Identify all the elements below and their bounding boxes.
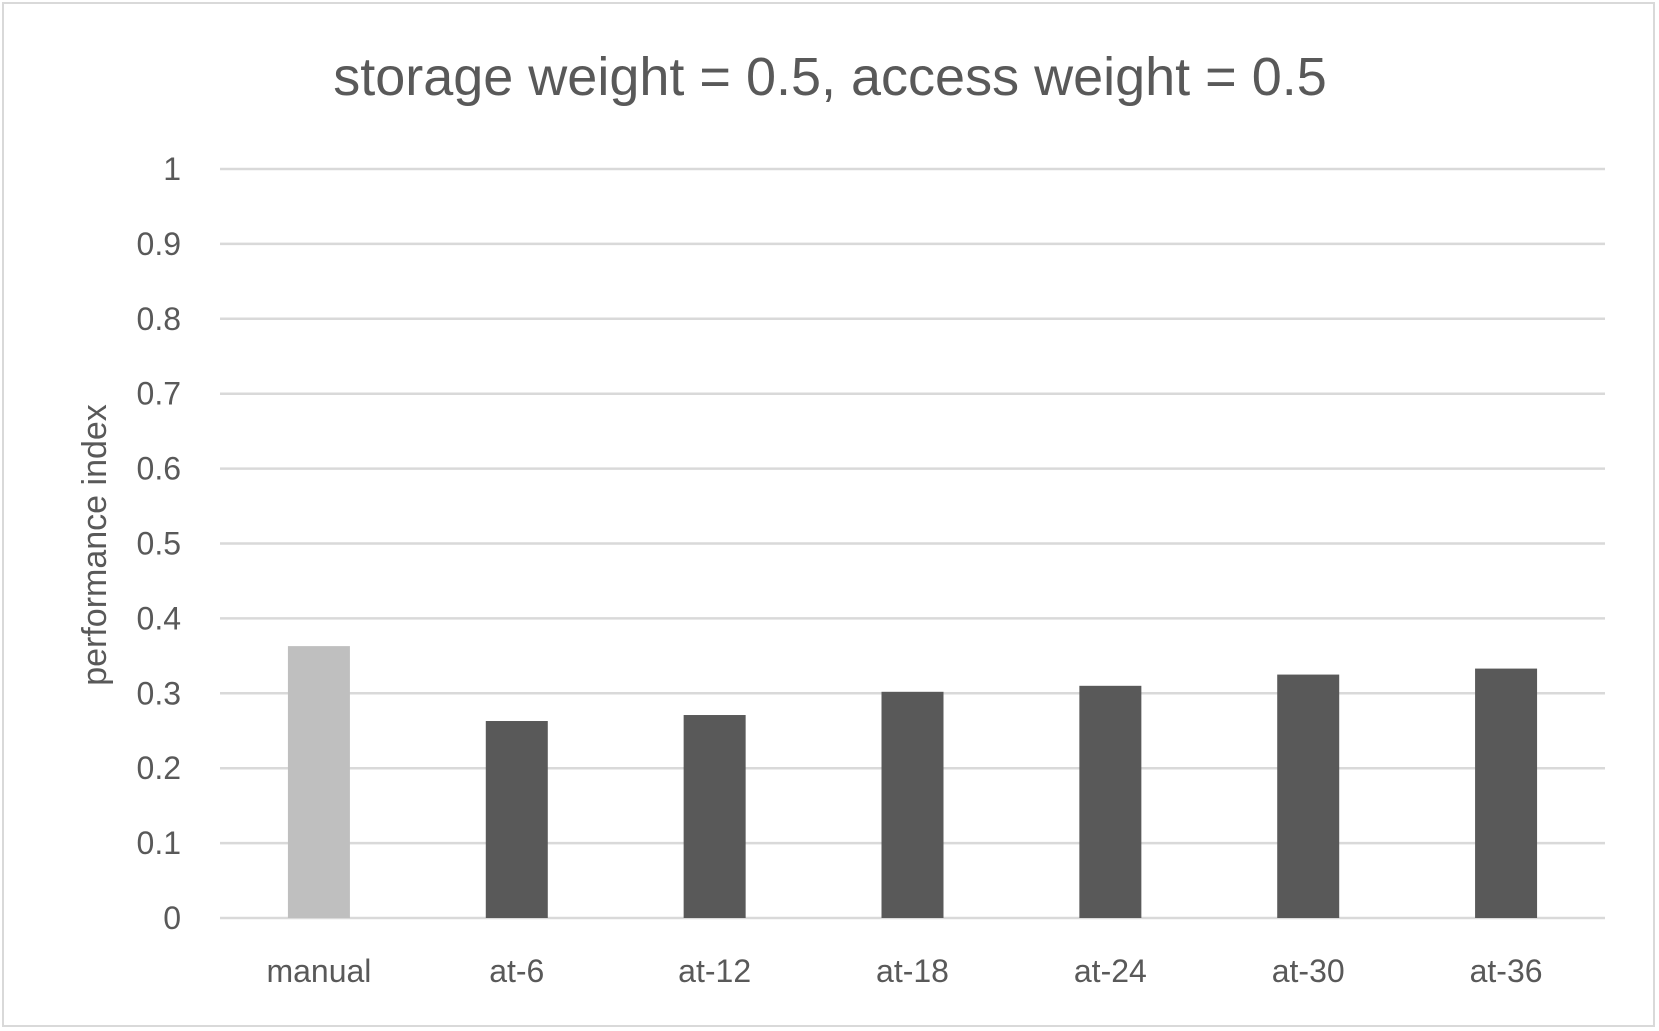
gridlines	[220, 167, 1605, 920]
x-tick-label: at-6	[489, 953, 544, 989]
y-tick-label: 0.6	[137, 451, 181, 487]
y-tick-label: 0.1	[137, 825, 181, 861]
x-tick-label: at-36	[1470, 953, 1543, 989]
y-axis-label: performance index	[76, 404, 114, 686]
bar-at-24	[1079, 685, 1142, 918]
chart-title: storage weight = 0.5, access weight = 0.…	[333, 47, 1327, 107]
bar-at-36	[1475, 668, 1538, 918]
y-tick-label: 0.8	[137, 301, 181, 337]
y-axis-ticks: 0 0.1 0.2 0.3 0.4 0.5 0.6 0.7 0.8 0.9 1	[137, 151, 181, 936]
bar-at-30	[1277, 674, 1340, 918]
bar-at-18	[881, 691, 944, 918]
bar-at-12	[683, 715, 746, 918]
bar-at-6	[485, 721, 548, 918]
y-tick-label: 0.4	[137, 600, 181, 636]
y-tick-label: 0.5	[137, 526, 181, 562]
y-tick-label: 0	[163, 900, 181, 936]
x-tick-label: at-18	[876, 953, 949, 989]
bars	[287, 646, 1538, 918]
y-tick-label: 1	[163, 151, 181, 187]
x-tick-label: manual	[266, 953, 371, 989]
y-tick-label: 0.3	[137, 675, 181, 711]
x-axis-ticks: manual at-6 at-12 at-18 at-24 at-30 at-36	[266, 953, 1542, 989]
y-tick-label: 0.7	[137, 376, 181, 412]
y-tick-label: 0.9	[137, 226, 181, 262]
x-tick-label: at-30	[1272, 953, 1345, 989]
bar-manual	[287, 646, 350, 918]
x-tick-label: at-12	[678, 953, 751, 989]
x-tick-label: at-24	[1074, 953, 1147, 989]
y-tick-label: 0.2	[137, 750, 181, 786]
